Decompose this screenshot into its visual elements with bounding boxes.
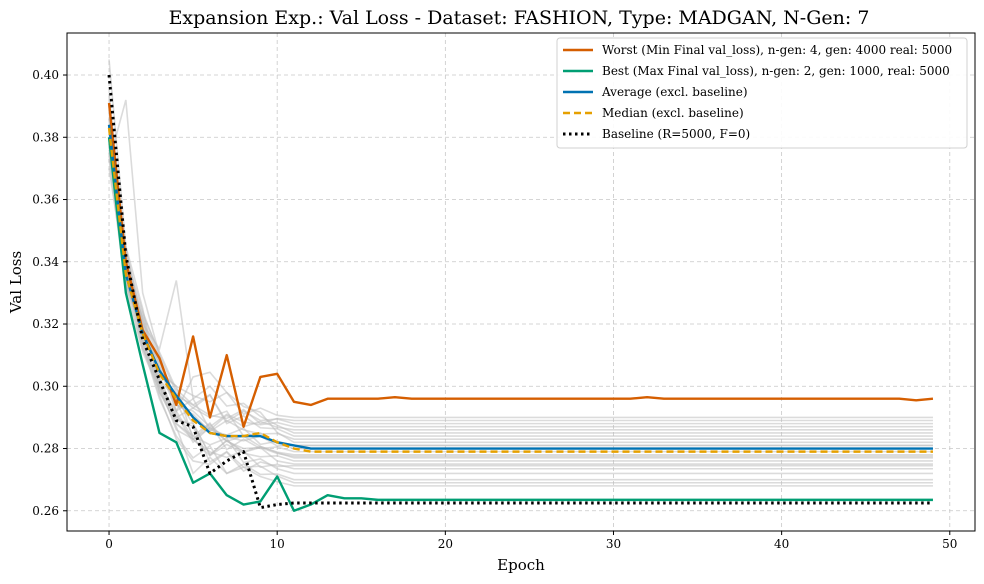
background-run-line bbox=[108, 124, 933, 465]
background-run-line bbox=[108, 146, 933, 481]
series-line bbox=[107, 137, 933, 512]
chart-title: Expansion Exp.: Val Loss - Dataset: FASH… bbox=[169, 7, 870, 29]
background-run-line bbox=[108, 118, 933, 484]
axis-ticks: 0 10 20 30 40 50 0.26 0.28 0.30 0.32 0.34 0.36 0.38 0… bbox=[32, 68, 957, 551]
background-run-line bbox=[108, 140, 933, 456]
x-tick-label: 10 bbox=[270, 537, 285, 551]
x-tick-label: 20 bbox=[438, 537, 453, 551]
legend-label: Average (excl. baseline) bbox=[601, 85, 748, 99]
series-line bbox=[107, 127, 933, 453]
background-run-line bbox=[108, 112, 933, 434]
legend: Worst (Min Final val_loss), n-gen: 4, ge… bbox=[556, 37, 968, 149]
y-tick-label: 0.38 bbox=[32, 130, 59, 144]
plot-frame bbox=[66, 32, 976, 532]
y-tick-label: 0.26 bbox=[32, 504, 59, 518]
y-tick-label: 0.36 bbox=[32, 193, 59, 207]
x-tick-label: 0 bbox=[105, 537, 113, 551]
x-tick-label: 40 bbox=[774, 537, 789, 551]
background-run-line bbox=[108, 137, 933, 447]
y-tick-label: 0.28 bbox=[32, 442, 59, 456]
background-run-line bbox=[108, 134, 933, 470]
background-run-line bbox=[108, 109, 933, 428]
series-line bbox=[107, 102, 934, 428]
legend-label: Median (excl. baseline) bbox=[602, 106, 744, 120]
background-run-line bbox=[108, 127, 933, 425]
background-run-line bbox=[108, 143, 933, 458]
background-run-line bbox=[108, 93, 933, 444]
legend-box bbox=[556, 37, 968, 149]
x-tick-label: 30 bbox=[606, 537, 621, 551]
legend-label: Worst (Min Final val_loss), n-gen: 4, ge… bbox=[602, 43, 952, 57]
series-line bbox=[107, 74, 933, 510]
y-tick-label: 0.40 bbox=[32, 68, 59, 82]
y-tick-label: 0.34 bbox=[32, 255, 59, 269]
background-run-line bbox=[108, 118, 933, 453]
x-axis-label: Epoch bbox=[497, 556, 545, 574]
background-run-line bbox=[108, 106, 933, 459]
background-run-line bbox=[108, 99, 933, 475]
series-lines bbox=[107, 74, 934, 512]
y-tick-label: 0.30 bbox=[32, 379, 59, 393]
background-run-line bbox=[108, 143, 933, 432]
legend-label: Baseline (R=5000, F=0) bbox=[602, 127, 750, 141]
y-tick-label: 0.32 bbox=[32, 317, 59, 331]
legend-label: Best (Max Final val_loss), n-gen: 2, gen… bbox=[602, 64, 950, 78]
y-axis-label: Val Loss bbox=[7, 251, 25, 314]
background-run-line bbox=[108, 152, 933, 473]
background-run-line bbox=[108, 149, 933, 450]
x-tick-label: 50 bbox=[942, 537, 957, 551]
